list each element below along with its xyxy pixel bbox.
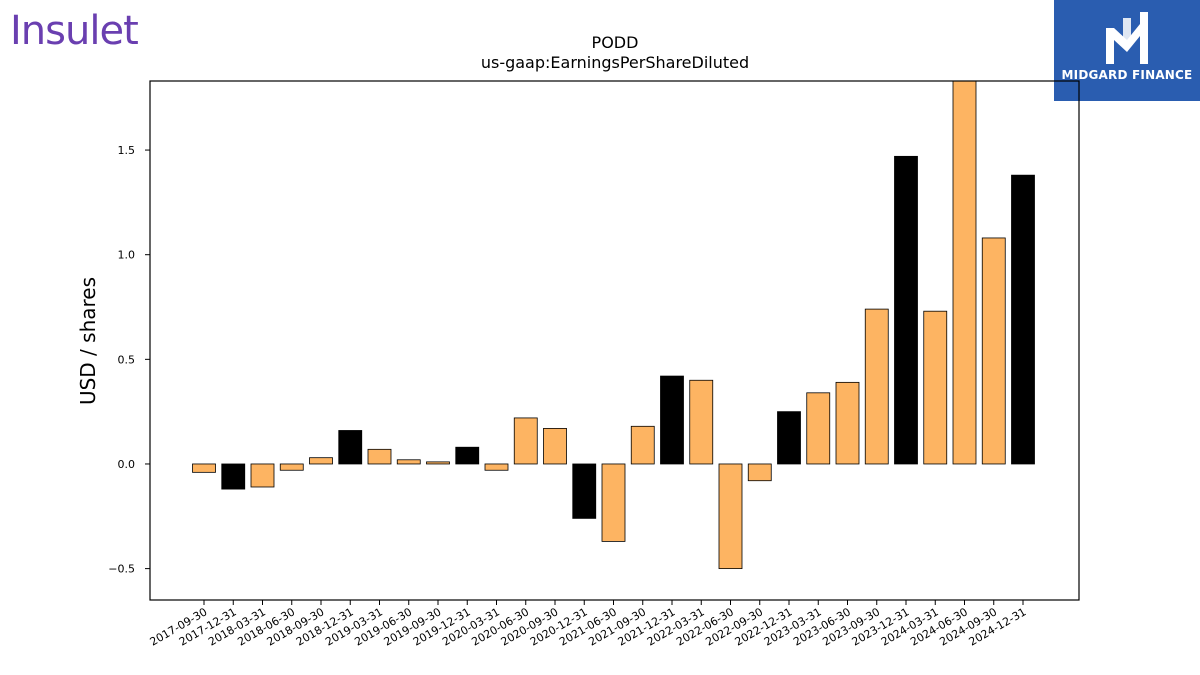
- bar-2022-12-31: [777, 411, 801, 465]
- chart-title: PODD: [592, 33, 639, 52]
- bar-2019-09-30: [426, 461, 450, 465]
- bar-2018-12-31: [338, 430, 363, 465]
- bar-2024-06-30: [952, 80, 977, 465]
- bar-2020-09-30: [543, 427, 567, 465]
- bar-2024-03-31: [923, 310, 948, 465]
- y-ticks-group: −0.5 0.0 0.5 1.0 1.5: [108, 144, 150, 576]
- bar-2019-06-30: [396, 459, 421, 465]
- bar-2018-09-30: [309, 457, 333, 465]
- bar-2024-12-31: [1011, 174, 1035, 465]
- bar-2020-06-30: [513, 417, 538, 465]
- bar-2020-03-31: [484, 463, 509, 471]
- bar-2019-03-31: [367, 448, 392, 465]
- bar-2022-06-30: [718, 463, 743, 570]
- bar-2018-03-31: [250, 463, 275, 488]
- bar-2022-03-31: [689, 379, 714, 465]
- bar-2017-09-30: [192, 463, 216, 473]
- chart-subtitle: us-gaap:EarningsPerShareDiluted: [481, 53, 749, 72]
- bar-2023-09-30: [864, 308, 889, 465]
- y-tick-label: −0.5: [108, 563, 135, 576]
- bar-2021-06-30: [601, 463, 626, 542]
- bar-2021-09-30: [630, 425, 655, 465]
- bar-2022-09-30: [747, 463, 772, 482]
- midgard-finance-logo: MIDGARD FINANCE: [1054, 0, 1200, 101]
- midgard-mark-icon: [1106, 12, 1148, 64]
- y-tick-label: 1.5: [118, 144, 136, 157]
- bar-2020-12-31: [572, 463, 597, 519]
- bar-2024-09-30: [981, 237, 1006, 465]
- bar-2018-06-30: [279, 463, 304, 471]
- insulet-logo: Insulet: [10, 8, 139, 54]
- bar-2023-06-30: [835, 381, 860, 465]
- y-tick-label: 0.5: [118, 353, 136, 366]
- x-ticks-group: 2017-09-302017-12-312018-03-312018-06-30…: [148, 600, 1029, 649]
- plot-frame: [149, 80, 1080, 601]
- bar-2019-12-31: [455, 446, 480, 465]
- bar-2023-12-31: [894, 155, 918, 465]
- y-axis-label: USD / shares: [76, 277, 100, 405]
- y-tick-label: 0.0: [118, 458, 136, 471]
- bar-2021-12-31: [660, 375, 684, 465]
- bars-group: [192, 80, 1035, 570]
- bar-2017-12-31: [221, 463, 246, 490]
- bar-2023-03-31: [806, 392, 831, 465]
- midgard-logo-text: MIDGARD FINANCE: [1061, 68, 1193, 82]
- y-tick-label: 1.0: [118, 249, 136, 262]
